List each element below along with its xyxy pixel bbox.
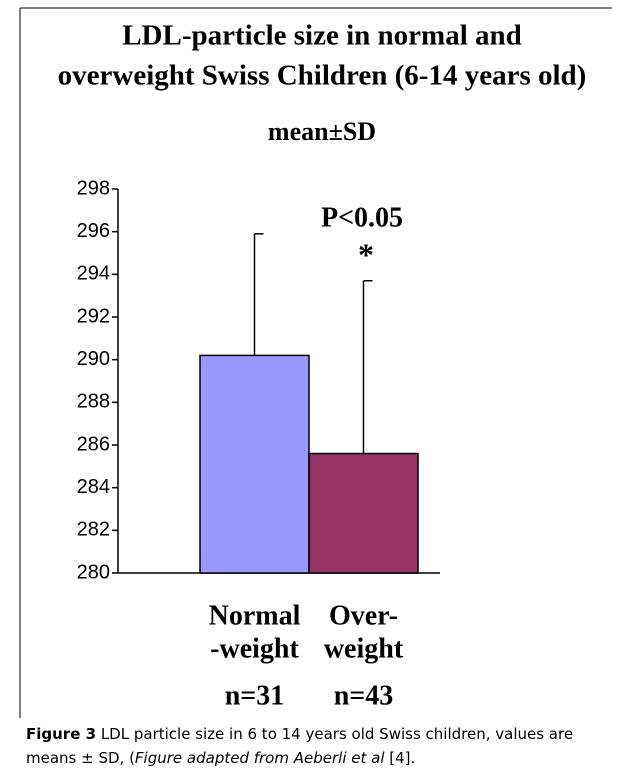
caption-text: LDL particle size in 6 to 14 years old S…	[26, 725, 574, 767]
chart-title: overweight Swiss Children (6-14 years ol…	[58, 60, 587, 92]
caption-ref: [4].	[389, 749, 416, 767]
x-tick-label: Normal	[209, 600, 301, 631]
category-note: n=43	[334, 680, 394, 711]
bar	[308, 452, 419, 574]
y-tick-label: 294	[77, 263, 110, 285]
annotation: P<0.05	[321, 202, 403, 233]
chart-title: LDL-particle size in normal and	[122, 20, 522, 52]
x-tick-label: -weight	[210, 633, 299, 664]
caption: Figure 3 LDL particle size in 6 to 14 ye…	[26, 722, 616, 770]
y-tick-label: 290	[77, 348, 110, 370]
y-tick-label: 280	[77, 561, 110, 583]
annotation: *	[358, 236, 374, 272]
bar	[199, 354, 310, 574]
chart: LDL-particle size in normal and overweig…	[19, 7, 612, 718]
y-tick-label: 282	[77, 519, 110, 541]
x-tick-label: Over-	[329, 600, 398, 631]
y-tick-label: 296	[77, 220, 110, 242]
y-tick-label: 284	[77, 476, 110, 498]
category-note: n=31	[225, 680, 285, 711]
chart-subtitle: mean±SD	[268, 117, 376, 146]
caption-italic: Figure adapted from Aeberli et al	[134, 749, 385, 767]
caption-label: Figure 3	[26, 725, 97, 743]
y-tick-label: 288	[77, 391, 110, 413]
y-tick-label: 292	[77, 305, 110, 327]
y-tick-label: 298	[77, 177, 110, 199]
y-tick-label: 286	[77, 433, 110, 455]
x-tick-label: weight	[324, 633, 404, 664]
